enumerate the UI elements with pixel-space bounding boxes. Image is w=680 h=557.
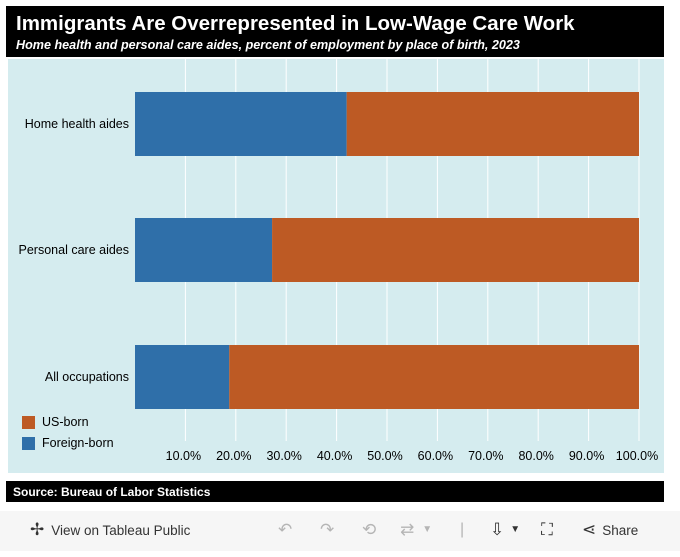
download-button[interactable]: ⇩ ▼ [490, 519, 520, 541]
category-label: All occupations [45, 370, 129, 384]
tableau-logo-icon: ✢ [30, 520, 45, 539]
source-banner: Source: Bureau of Labor Statistics [6, 481, 664, 502]
x-tick-label: 100.0% [616, 449, 658, 463]
chart-subtitle: Home health and personal care aides, per… [16, 38, 520, 52]
chart-title: Immigrants Are Overrepresented in Low-Wa… [16, 12, 575, 35]
fullscreen-icon: ⛶ [541, 520, 553, 539]
refresh-icon: ⇄ [400, 520, 415, 539]
redo-button[interactable]: ↷ [320, 519, 334, 541]
share-label: Share [602, 522, 639, 538]
bar-foreign-born[interactable] [135, 92, 347, 156]
legend-swatch-us-born [22, 416, 35, 429]
title-banner: Immigrants Are Overrepresented in Low-Wa… [6, 6, 664, 57]
download-icon: ⇩ [490, 520, 505, 539]
x-tick-label: 10.0% [166, 449, 201, 463]
legend-swatch-foreign-born [22, 437, 35, 450]
chart-area: Home health aides Personal care aides All … [8, 59, 664, 473]
x-tick-label: 80.0% [518, 449, 553, 463]
category-label: Home health aides [25, 117, 129, 131]
tableau-toolbar: ✢ View on Tableau Public ↶ ↷ ⟲ ⇄ ▼ | ⇩ ▼ ⛶… [0, 511, 680, 551]
undo-button[interactable]: ↶ [278, 519, 292, 541]
bar-us-born[interactable] [272, 218, 639, 282]
legend-label: Foreign-born [42, 436, 114, 450]
view-on-tableau-button[interactable]: ✢ View on Tableau Public [30, 519, 190, 541]
legend-label: US-born [42, 415, 89, 429]
bar-foreign-born[interactable] [135, 345, 230, 409]
source-note: Source: Bureau of Labor Statistics [13, 485, 211, 499]
share-button[interactable]: ⋖ Share [582, 519, 638, 541]
bar-us-born[interactable] [346, 92, 639, 156]
revert-icon: ⟲ [362, 520, 377, 539]
redo-icon: ↷ [320, 520, 335, 539]
x-tick-label: 30.0% [266, 449, 301, 463]
share-icon: ⋖ [582, 520, 597, 539]
bar-chart: Home health aides Personal care aides All … [19, 59, 658, 463]
revert-button[interactable]: ⟲ [362, 519, 376, 541]
refresh-button[interactable]: ⇄ ▼ [400, 519, 432, 541]
x-tick-label: 20.0% [216, 449, 251, 463]
x-tick-label: 60.0% [418, 449, 453, 463]
undo-icon: ↶ [278, 520, 293, 539]
chevron-down-icon: ▼ [510, 524, 521, 535]
category-label: Personal care aides [19, 243, 129, 257]
x-tick-label: 70.0% [468, 449, 503, 463]
x-tick-label: 40.0% [317, 449, 352, 463]
bar-foreign-born[interactable] [135, 218, 273, 282]
toolbar-divider: | [460, 521, 465, 538]
x-tick-label: 50.0% [367, 449, 402, 463]
fullscreen-button[interactable]: ⛶ [541, 519, 553, 541]
x-tick-label: 90.0% [569, 449, 604, 463]
view-on-tableau-label: View on Tableau Public [51, 522, 191, 538]
bar-us-born[interactable] [229, 345, 640, 409]
chevron-down-icon: ▼ [422, 524, 433, 535]
